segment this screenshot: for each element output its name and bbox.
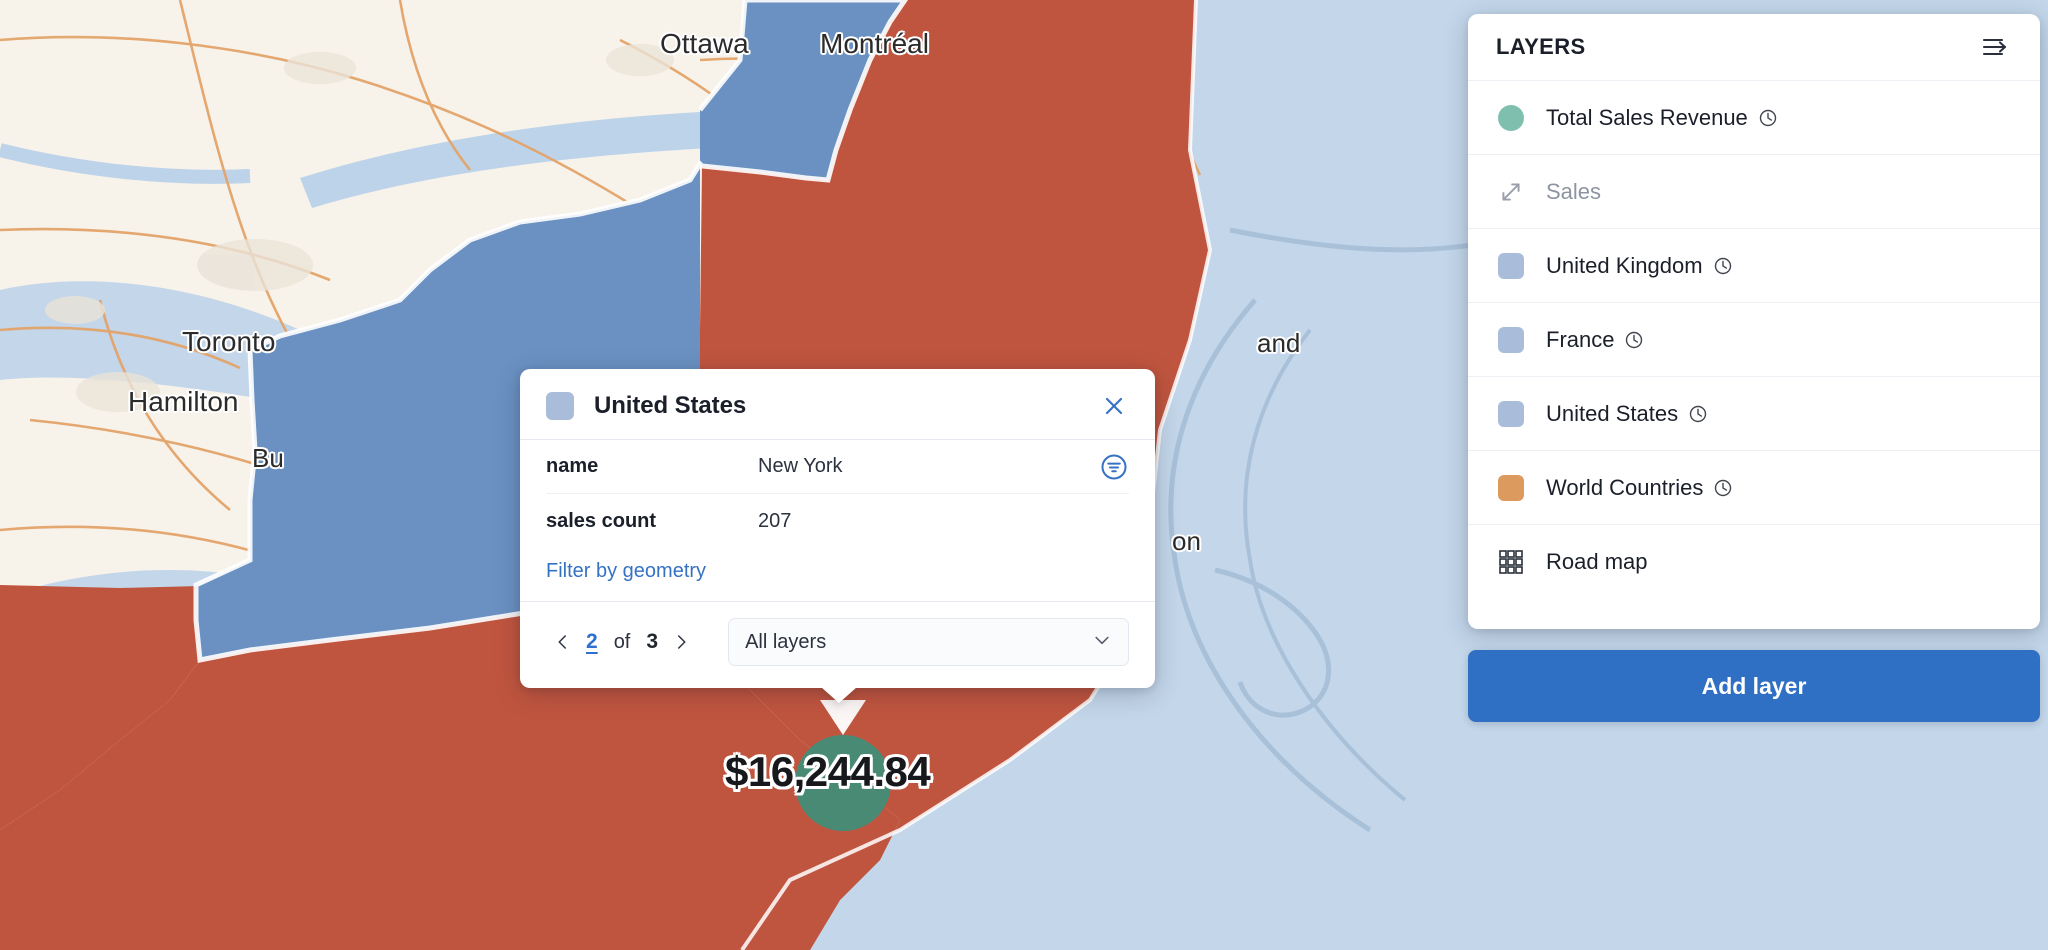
- layer-item-france[interactable]: France: [1468, 303, 2040, 377]
- layers-panel-header: LAYERS: [1468, 14, 2040, 80]
- filter-by-geometry-link[interactable]: Filter by geometry: [546, 560, 707, 582]
- popup-layer-swatch: [546, 392, 574, 420]
- layer-item-label: Total Sales Revenue: [1546, 104, 1748, 130]
- expand-arrow-icon: [1496, 179, 1526, 205]
- close-icon[interactable]: [1099, 391, 1129, 421]
- clock-icon[interactable]: [1758, 108, 1778, 128]
- layer-filter-value: All layers: [745, 630, 827, 653]
- clock-icon[interactable]: [1688, 404, 1708, 424]
- attribute-key: name: [546, 455, 599, 477]
- layer-item-world-countries[interactable]: World Countries: [1468, 451, 2040, 525]
- add-layer-button[interactable]: Add layer: [1468, 650, 2040, 722]
- popup-footer: 2 of 3 All layers: [520, 601, 1155, 688]
- popup-attribute-list: name New York sales count 207 Filter by …: [520, 440, 1155, 601]
- attribute-value: 207: [758, 509, 792, 532]
- square-swatch-icon: [1496, 400, 1526, 427]
- layer-item-label: United Kingdom: [1546, 252, 1703, 278]
- clock-icon[interactable]: [1624, 330, 1644, 350]
- layer-item-united-kingdom[interactable]: United Kingdom: [1468, 229, 2040, 303]
- clock-icon[interactable]: [1713, 256, 1733, 276]
- square-swatch-icon: [1496, 326, 1526, 353]
- pager-total-pages: 3: [646, 630, 659, 653]
- collapse-panel-icon[interactable]: [1978, 30, 2012, 64]
- attribute-value: New York: [758, 455, 843, 477]
- feature-info-popup: United States name New York sales count: [520, 369, 1155, 688]
- chevron-down-icon: [1092, 630, 1112, 655]
- layer-item-road-map[interactable]: Road map: [1468, 525, 2040, 599]
- square-swatch-icon: [1496, 474, 1526, 501]
- pager-of-label: of: [613, 630, 631, 653]
- pager-prev-button[interactable]: [546, 625, 580, 659]
- pager-current-page[interactable]: 2: [586, 630, 598, 653]
- layers-panel: LAYERS Total Sales Revenue: [1468, 14, 2040, 629]
- layer-item-united-states[interactable]: United States: [1468, 377, 2040, 451]
- layer-filter-select[interactable]: All layers: [728, 618, 1129, 666]
- layer-item-label: France: [1546, 326, 1615, 352]
- layers-list: Total Sales Revenue Sales: [1468, 80, 2040, 599]
- layer-item-sales[interactable]: Sales: [1468, 155, 2040, 229]
- table-row: name New York: [546, 440, 1129, 494]
- layer-item-label: World Countries: [1546, 474, 1704, 500]
- popup-divider: [520, 439, 1155, 440]
- circle-swatch-icon: [1496, 104, 1526, 131]
- pager-next-button[interactable]: [664, 625, 698, 659]
- clock-icon[interactable]: [1713, 478, 1733, 498]
- table-row: sales count 207: [546, 494, 1129, 548]
- layer-item-label: Sales: [1546, 178, 1602, 204]
- layer-item-label: Road map: [1546, 549, 1648, 574]
- layers-panel-footer-spacer: [1468, 599, 2040, 629]
- layer-item-total-sales-revenue[interactable]: Total Sales Revenue: [1468, 81, 2040, 155]
- square-swatch-icon: [1496, 252, 1526, 279]
- popup-title: United States: [594, 392, 747, 419]
- layers-panel-title: LAYERS: [1496, 34, 1586, 59]
- layer-item-label: United States: [1546, 400, 1679, 426]
- filter-by-value-icon[interactable]: [1087, 452, 1129, 482]
- grid-icon: [1496, 549, 1526, 575]
- popup-pager: 2 of 3: [546, 625, 698, 659]
- popup-header: United States: [520, 369, 1155, 439]
- attribute-key: sales count: [546, 509, 657, 532]
